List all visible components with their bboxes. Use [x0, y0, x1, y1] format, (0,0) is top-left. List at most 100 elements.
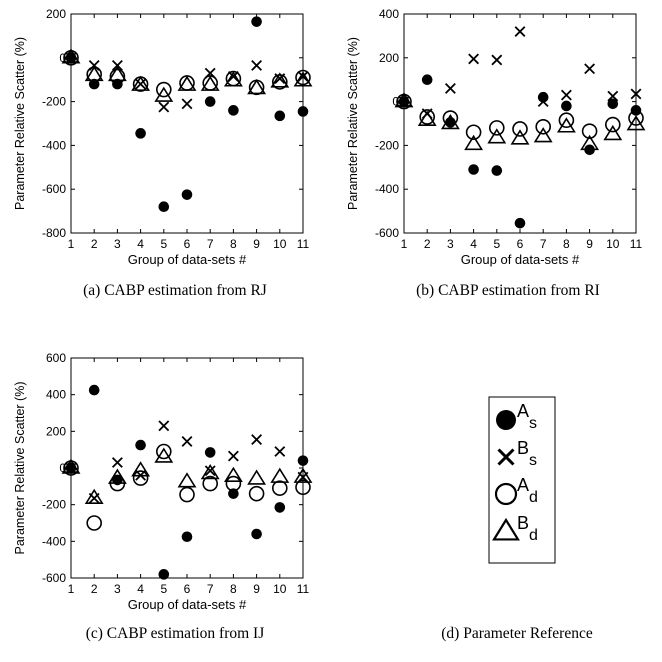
x-tick-label: 2	[91, 237, 98, 251]
point-Bs-11	[297, 70, 309, 82]
point-Bd-10	[603, 124, 623, 141]
point-Bd-4	[131, 461, 151, 477]
x-tick-label: 7	[207, 582, 214, 596]
point-Bd-3	[107, 65, 127, 82]
plot-frame	[70, 13, 304, 234]
point-Bd-3	[107, 468, 127, 484]
point-Ad-10	[604, 116, 621, 133]
point-Bd-11	[293, 467, 313, 483]
plot-frame	[70, 357, 304, 579]
x-tick-label: 1	[68, 582, 75, 596]
x-tick-label: 9	[253, 237, 260, 251]
x-tick-label: 11	[297, 237, 310, 251]
point-Ad-7	[202, 475, 218, 492]
x-tick-label: 2	[91, 582, 98, 596]
point-Bd-9	[580, 134, 600, 151]
point-Bd-9	[247, 78, 267, 95]
caption-b: (b) CABP estimation from RI	[416, 282, 600, 299]
point-Bs-5	[158, 420, 170, 432]
legend-marker-Bs	[497, 448, 515, 466]
y-tick-label: -200	[42, 95, 66, 109]
point-Bs-3	[111, 457, 123, 468]
x-tick-label: 11	[297, 582, 310, 596]
point-Bd-4	[131, 75, 151, 91]
x-tick-label: 4	[137, 237, 144, 251]
point-Bd-1	[61, 458, 81, 474]
point-Bd-11	[626, 115, 646, 131]
point-As-7	[204, 447, 216, 458]
point-Bs-4	[468, 53, 480, 65]
point-Bd-1	[394, 92, 414, 108]
point-Bd-10	[270, 467, 290, 483]
point-As-4	[135, 439, 146, 451]
x-axis-label: Group of data-sets #	[461, 252, 580, 267]
y-tick-label: -600	[42, 571, 66, 585]
point-Ad-11	[295, 69, 311, 86]
x-tick-label: 8	[230, 582, 237, 596]
y-tick-label: 0	[59, 461, 66, 475]
y-tick-label: 0	[59, 51, 66, 65]
point-Ad-8	[225, 475, 242, 492]
point-As-10	[274, 502, 286, 513]
point-As-8	[228, 488, 239, 499]
x-axis-label: Group of data-sets #	[128, 252, 247, 267]
point-Bd-2	[84, 488, 104, 505]
x-tick-label: 5	[493, 237, 500, 251]
point-Bd-8	[556, 117, 576, 133]
point-Bs-5	[491, 54, 503, 66]
point-Bs-3	[444, 83, 456, 94]
point-Bd-2	[417, 110, 437, 126]
point-As-11	[297, 106, 309, 117]
point-As-9	[251, 528, 262, 540]
point-Ad-11	[628, 110, 644, 126]
y-tick-label: -200	[42, 498, 66, 512]
point-Bd-6	[177, 75, 197, 91]
point-Ad-3	[442, 110, 459, 126]
point-Bs-10	[607, 90, 619, 102]
point-Bd-6	[177, 472, 197, 488]
series-Bs	[65, 420, 309, 504]
y-tick-label: 200	[46, 424, 66, 438]
y-tick-label: -600	[42, 182, 66, 196]
series-Bd	[394, 92, 646, 151]
point-Bd-5	[487, 128, 507, 144]
point-Ad-11	[295, 479, 311, 496]
series-Bd	[61, 48, 313, 102]
y-tick-label: 400	[379, 7, 399, 21]
legend-label-Bs: Bs	[517, 438, 537, 469]
point-Bd-4	[464, 134, 484, 151]
point-Bs-10	[274, 446, 286, 457]
x-tick-label: 7	[540, 237, 547, 251]
y-tick-label: 200	[379, 51, 399, 65]
legend-main: A	[517, 475, 529, 495]
point-As-6	[181, 189, 193, 200]
point-Bs-6	[181, 435, 193, 447]
legend-sub: s	[529, 452, 537, 469]
point-Bd-9	[247, 469, 267, 485]
point-Ad-9	[581, 123, 598, 139]
series-Ad	[396, 93, 644, 141]
legend-label-Ad: Ad	[517, 475, 538, 506]
point-Bs-11	[630, 88, 642, 100]
x-tick-label: 1	[68, 237, 75, 251]
legend-label-As: As	[517, 401, 537, 432]
point-As-8	[561, 100, 572, 112]
point-Bs-6	[181, 98, 193, 110]
y-axis-label: Parameter Relative Scatter (%)	[13, 37, 27, 210]
point-As-10	[274, 110, 286, 122]
point-Ad-5	[156, 443, 172, 460]
point-Bs-9	[584, 63, 596, 75]
legend-sub: d	[529, 527, 538, 544]
x-tick-label: 4	[470, 237, 477, 251]
point-As-6	[181, 531, 193, 543]
x-tick-label: 8	[563, 237, 570, 251]
x-tick-label: 10	[606, 237, 620, 251]
x-tick-label: 5	[160, 582, 167, 596]
point-As-2	[88, 384, 100, 396]
point-Bs-9	[251, 434, 263, 446]
point-As-4	[468, 164, 479, 175]
point-Bs-7	[204, 465, 216, 477]
chart-a: 1 2 3 4 5 6 7 8 9 10 11 200 0 -200 -400 -600 -800 Group o…	[13, 7, 313, 267]
point-Ad-9	[248, 485, 265, 502]
